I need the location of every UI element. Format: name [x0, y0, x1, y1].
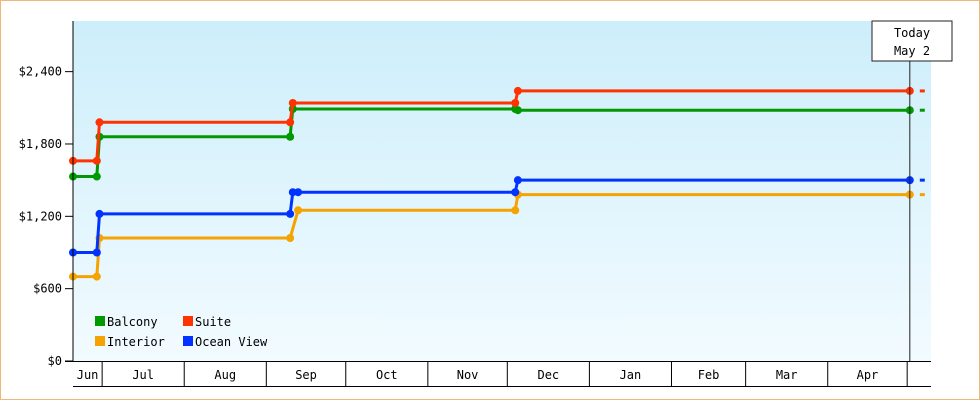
data-point-suite [288, 98, 297, 107]
legend-label-ocean-view: Ocean View [195, 335, 268, 349]
data-point-ocean-view [286, 209, 295, 218]
x-tick-label: Dec [537, 368, 559, 382]
x-tick-label: Apr [857, 368, 879, 382]
data-point-suite [92, 156, 101, 165]
data-point-balcony [286, 132, 295, 141]
y-tick-label: $0 [48, 354, 62, 368]
legend-swatch-ocean-view [183, 336, 193, 346]
x-tick-label: Jul [132, 368, 154, 382]
legend-label-interior: Interior [107, 335, 165, 349]
today-date-label: May 2 [894, 44, 930, 58]
data-point-ocean-view [92, 248, 101, 257]
x-tick-label: Nov [457, 368, 479, 382]
series-layer [69, 86, 925, 281]
data-point-interior [294, 206, 303, 215]
data-point-ocean-view [294, 188, 303, 197]
legend: Balcony Suite Interior Ocean View [95, 315, 268, 349]
today-marker: Today May 2 [871, 20, 953, 361]
y-tick-label: $1,200 [19, 209, 62, 223]
data-point-ocean-view [513, 176, 522, 185]
x-tick-label: Jun [77, 368, 99, 382]
data-point-suite [286, 118, 295, 127]
data-point-interior [286, 234, 295, 243]
y-tick-label: $1,800 [19, 137, 62, 151]
data-point-suite [513, 86, 522, 95]
legend-swatch-suite [183, 316, 193, 326]
data-point-interior [511, 206, 520, 215]
legend-swatch-balcony [95, 316, 105, 326]
x-tick-label: Jan [620, 368, 642, 382]
data-point-suite [511, 98, 520, 107]
data-point-ocean-view [95, 209, 104, 218]
data-point-balcony [92, 172, 101, 181]
x-tick-label: Sep [295, 368, 317, 382]
y-tick-label: $600 [33, 282, 62, 296]
today-label: Today [894, 26, 930, 40]
legend-swatch-interior [95, 336, 105, 346]
axes: $0 $600 $1,200 $1,800 $2,400 Jun Jul Aug Sep Oct N… [19, 21, 931, 387]
data-point-balcony [513, 106, 522, 115]
data-point-suite [95, 118, 104, 127]
today-label-box [871, 20, 953, 62]
x-tick-label: Aug [214, 368, 236, 382]
x-tick-label: Feb [698, 368, 720, 382]
data-point-ocean-view [511, 188, 520, 197]
legend-label-suite: Suite [195, 315, 231, 329]
legend-label-balcony: Balcony [107, 315, 158, 329]
data-point-interior [92, 272, 101, 281]
y-tick-label: $2,400 [19, 65, 62, 79]
x-tick-label: Mar [776, 368, 798, 382]
x-tick-label: Oct [376, 368, 398, 382]
